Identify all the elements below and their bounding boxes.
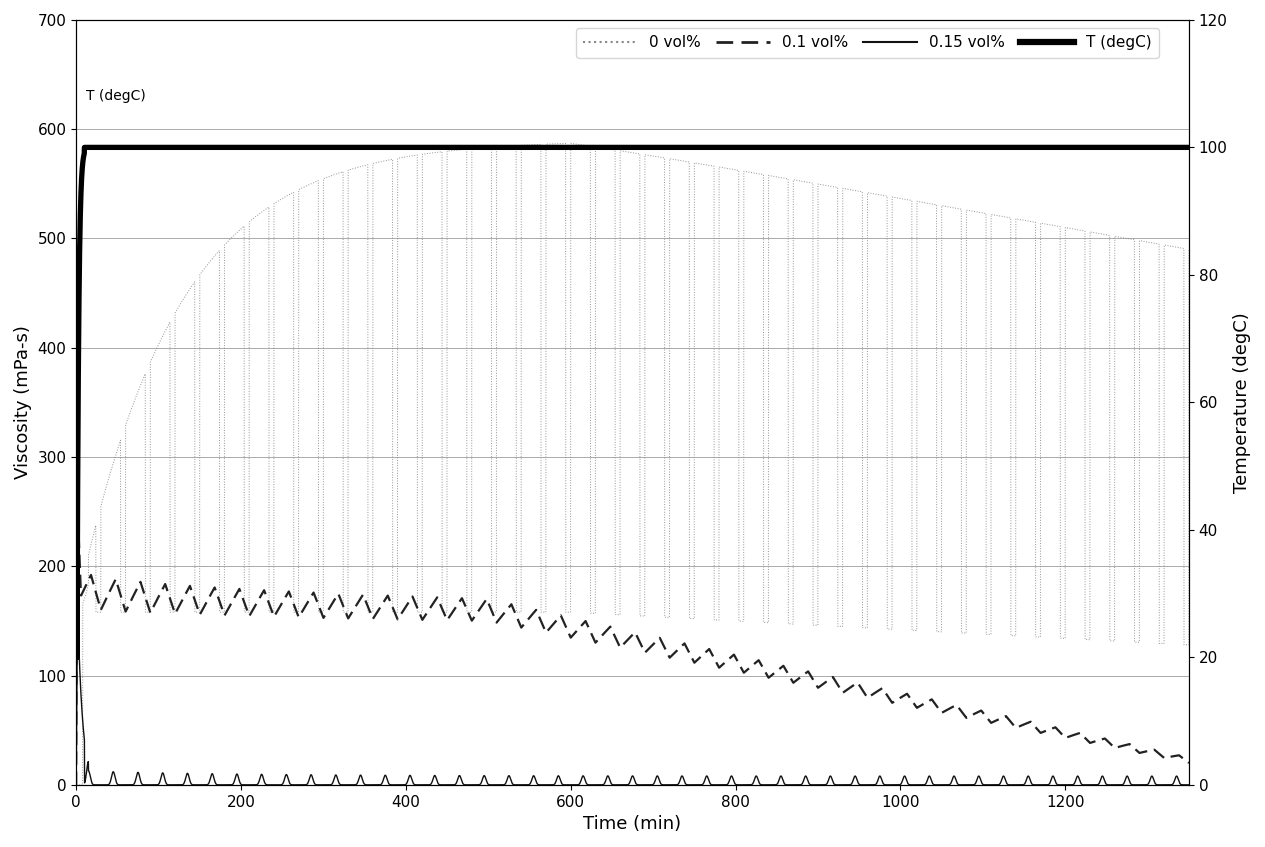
Y-axis label: Viscosity (mPa-s): Viscosity (mPa-s): [14, 325, 32, 479]
Text: T (degC): T (degC): [86, 89, 145, 102]
Legend: 0 vol%, 0.1 vol%, 0.15 vol%, T (degC): 0 vol%, 0.1 vol%, 0.15 vol%, T (degC): [576, 28, 1159, 58]
Y-axis label: Temperature (degC): Temperature (degC): [1233, 312, 1251, 493]
X-axis label: Time (min): Time (min): [583, 815, 682, 833]
